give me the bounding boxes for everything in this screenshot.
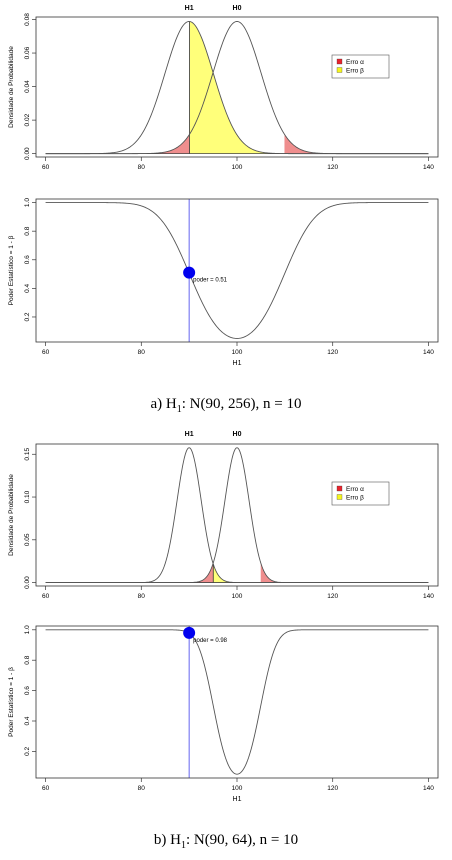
chart-b-power: poder = 0.98 H1 60 80 100 120 140 0.2 0.4 0.6 0.8 1… bbox=[8, 625, 439, 803]
y-tick-label-0: 0.00 bbox=[24, 576, 31, 589]
x-tick-label-140: 140 bbox=[423, 593, 434, 600]
power-annotation: poder = 0.98 bbox=[193, 638, 228, 644]
x-tick-label-120: 120 bbox=[327, 164, 338, 171]
y-tick-label-0: 0.2 bbox=[24, 747, 31, 756]
x-axis-label: H1 bbox=[233, 360, 242, 367]
y-tick-label-1: 0.4 bbox=[24, 716, 31, 725]
legend-swatch-1 bbox=[336, 494, 343, 500]
y-tick-label-0: 0.00 bbox=[24, 147, 31, 160]
power-curve bbox=[45, 629, 429, 775]
y-axis-label: Poder Estatístico = 1 - β bbox=[8, 235, 15, 305]
x-tick-label-140: 140 bbox=[423, 164, 434, 171]
legend-swatch-0 bbox=[336, 58, 343, 65]
density-curve-h0 bbox=[45, 447, 429, 584]
x-tick-label-120: 120 bbox=[327, 349, 338, 356]
density-curve-h1 bbox=[45, 21, 429, 155]
alpha-error-area-left bbox=[45, 134, 190, 154]
y-tick-label-2: 0.04 bbox=[24, 80, 31, 93]
power-point bbox=[183, 266, 196, 279]
y-axis-label: Densidade de Probabilidade bbox=[8, 474, 15, 556]
y-tick-label-4: 1.0 bbox=[24, 625, 31, 634]
x-tick-label-80: 80 bbox=[138, 349, 146, 356]
density-curve-h0 bbox=[45, 21, 429, 155]
x-tick-label-100: 100 bbox=[232, 164, 243, 171]
legend-label-0: Erro α bbox=[346, 59, 364, 66]
y-tick-label-2: 0.10 bbox=[24, 490, 31, 503]
legend-label-1: Erro β bbox=[346, 68, 364, 75]
chart-b-density: H1 H0 Erro α Erro β 60 80 100 120 140 0.00 0.05 0.1… bbox=[8, 431, 439, 600]
top-label-h1: H1 bbox=[185, 5, 194, 12]
x-tick-label-120: 120 bbox=[327, 785, 338, 792]
y-axis-label: Densidade de Probabilidade bbox=[8, 46, 15, 128]
x-tick-label-60: 60 bbox=[42, 593, 50, 600]
y-tick-label-0: 0.2 bbox=[24, 312, 31, 321]
caption-a-formula: : N(90, 256), n = 10 bbox=[181, 396, 302, 412]
alpha-error-area-right bbox=[284, 134, 429, 154]
x-tick-label-80: 80 bbox=[138, 785, 146, 792]
power-point bbox=[183, 626, 196, 639]
plot-frame bbox=[35, 625, 439, 779]
top-label-h1: H1 bbox=[185, 431, 194, 438]
y-tick-label-4: 0.08 bbox=[24, 13, 31, 26]
y-axis-label: Poder Estatístico = 1 - β bbox=[8, 667, 15, 737]
x-tick-label-120: 120 bbox=[327, 593, 338, 600]
top-label-h0: H0 bbox=[233, 431, 242, 438]
x-tick-label-60: 60 bbox=[42, 349, 50, 356]
x-tick-label-60: 60 bbox=[42, 164, 50, 171]
legend-swatch-1 bbox=[336, 67, 343, 73]
beta-error-area bbox=[189, 21, 276, 154]
y-tick-label-2: 0.6 bbox=[24, 686, 31, 695]
x-axis-label: H1 bbox=[233, 796, 242, 803]
legend-label-0: Erro α bbox=[346, 486, 364, 493]
y-tick-label-1: 0.05 bbox=[24, 533, 31, 546]
legend-box bbox=[331, 54, 390, 79]
x-tick-label-80: 80 bbox=[138, 164, 146, 171]
legend: Erro α Erro β bbox=[331, 54, 390, 79]
y-tick-label-3: 0.06 bbox=[24, 46, 31, 59]
x-tick-label-140: 140 bbox=[423, 349, 434, 356]
legend: Erro α Erro β bbox=[331, 481, 390, 506]
caption-b-formula: : N(90, 64), n = 10 bbox=[185, 832, 299, 848]
top-label-h0: H0 bbox=[233, 5, 242, 12]
density-curve-h1 bbox=[45, 447, 429, 584]
legend-label-1: Erro β bbox=[346, 495, 364, 502]
x-tick-label-100: 100 bbox=[232, 349, 243, 356]
power-curve bbox=[45, 202, 429, 339]
caption-a: a) H1: N(90, 256), n = 10 bbox=[0, 396, 452, 415]
power-annotation: poder = 0.51 bbox=[193, 278, 228, 284]
legend-box bbox=[331, 481, 390, 506]
caption-b-subscript: 1 bbox=[180, 840, 186, 851]
y-tick-label-2: 0.6 bbox=[24, 255, 31, 264]
y-tick-label-3: 0.15 bbox=[24, 448, 31, 461]
x-tick-label-140: 140 bbox=[423, 785, 434, 792]
caption-b: b) H1: N(90, 64), n = 10 bbox=[0, 832, 452, 851]
x-tick-label-100: 100 bbox=[232, 593, 243, 600]
y-tick-label-1: 0.02 bbox=[24, 113, 31, 126]
plot-frame bbox=[35, 443, 439, 587]
y-tick-label-3: 0.8 bbox=[24, 226, 31, 235]
plot-frame bbox=[35, 198, 439, 343]
chart-a-density: H1 H0 Erro α Erro β 60 80 100 120 140 0.00 0.02 0.0… bbox=[8, 5, 439, 171]
caption-a-subscript: 1 bbox=[176, 404, 182, 415]
caption-b-text: b) H bbox=[153, 832, 181, 848]
alpha-error-area-left bbox=[45, 563, 214, 583]
y-tick-label-3: 0.8 bbox=[24, 655, 31, 664]
legend-swatch-0 bbox=[336, 485, 343, 492]
x-tick-label-60: 60 bbox=[42, 785, 50, 792]
x-tick-label-80: 80 bbox=[138, 593, 146, 600]
beta-error-area bbox=[213, 564, 276, 583]
y-tick-label-1: 0.4 bbox=[24, 283, 31, 292]
caption-a-text: a) H bbox=[150, 396, 177, 412]
alpha-error-area-right bbox=[260, 562, 429, 583]
chart-a-power: poder = 0.51 H1 60 80 100 120 140 0.2 0.4 0.6 0.8 1… bbox=[8, 198, 439, 367]
y-tick-label-4: 1.0 bbox=[24, 198, 31, 207]
x-tick-label-100: 100 bbox=[232, 785, 243, 792]
